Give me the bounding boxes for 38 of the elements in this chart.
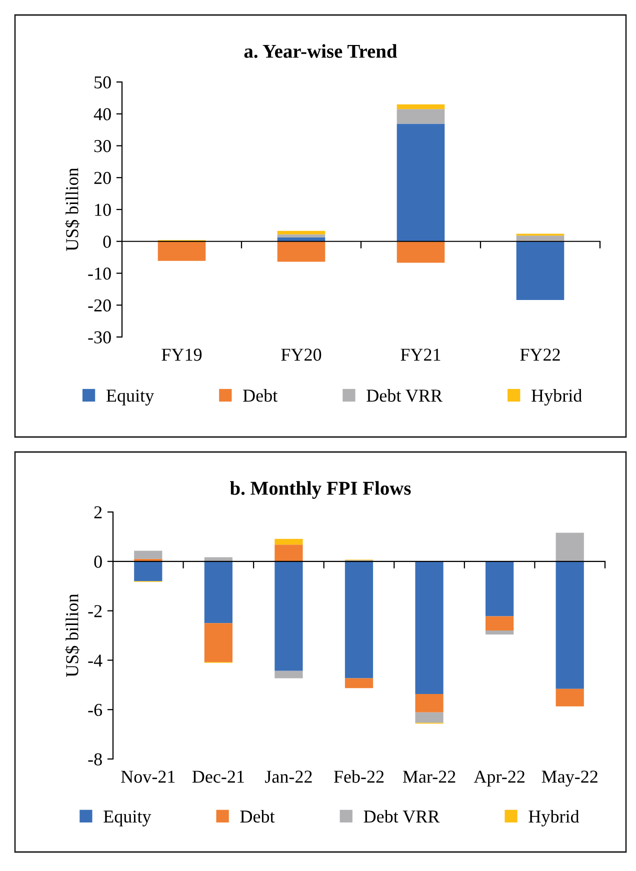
x-tick-label: Apr-22 <box>474 770 524 786</box>
x-tick-label: FY22 <box>520 348 560 361</box>
x-tick-label: Feb-22 <box>334 770 384 783</box>
chart-title: a. Year-wise Trend <box>244 44 398 58</box>
x-tick-label: Mar-22 <box>402 770 456 783</box>
legend-label: Equity <box>104 810 152 826</box>
legend-label: Equity <box>106 390 154 406</box>
y-tick-label: 30 <box>94 140 111 152</box>
x-tick-label: FY21 <box>400 348 440 361</box>
x-tick-label: Jan-22 <box>265 770 312 783</box>
y-tick-label: 0 <box>94 556 102 568</box>
y-tick-label: 20 <box>94 172 111 184</box>
y-tick-label: 0 <box>103 236 111 248</box>
y-tick-label: -6 <box>88 704 102 716</box>
y-axis-title: US$ billion <box>65 594 80 678</box>
x-tick-label: FY19 <box>162 348 202 361</box>
y-tick-label: 2 <box>94 506 102 518</box>
legend-label: Hybrid <box>532 389 582 406</box>
legend-label: Debt VRR <box>366 389 443 402</box>
y-tick-label: -8 <box>88 753 102 766</box>
y-axis-title: US$ billion <box>65 168 80 252</box>
y-tick-label: -20 <box>88 299 111 312</box>
y-tick-label: 10 <box>95 204 111 216</box>
x-tick-label: May-22 <box>542 770 598 786</box>
y-tick-label: -2 <box>88 605 102 618</box>
y-tick-label: -30 <box>88 331 111 344</box>
x-tick-label: Nov-21 <box>121 770 175 783</box>
x-tick-label: Dec-21 <box>192 770 244 783</box>
y-tick-label: 40 <box>94 108 111 120</box>
legend-label: Debt <box>240 810 275 823</box>
x-tick-label: FY20 <box>281 348 322 361</box>
legend-label: Debt <box>243 389 278 402</box>
y-tick-label: -4 <box>88 654 102 666</box>
y-tick-label: 50 <box>94 76 111 88</box>
legend-label: Hybrid <box>528 810 580 826</box>
chart-title: b. Monthly FPI Flows <box>230 481 411 499</box>
legend-label: Debt VRR <box>364 810 440 823</box>
y-tick-label: -10 <box>88 268 111 280</box>
